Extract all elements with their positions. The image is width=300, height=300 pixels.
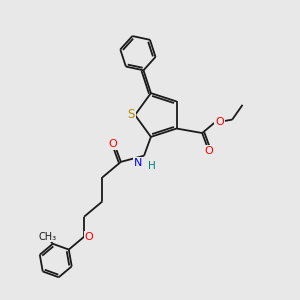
Text: N: N [134, 158, 142, 168]
Text: O: O [204, 146, 213, 156]
Text: CH₃: CH₃ [38, 232, 57, 242]
Text: S: S [127, 109, 135, 122]
Text: O: O [85, 232, 94, 242]
Text: O: O [108, 139, 117, 149]
Text: O: O [215, 117, 224, 127]
Text: H: H [148, 161, 156, 171]
